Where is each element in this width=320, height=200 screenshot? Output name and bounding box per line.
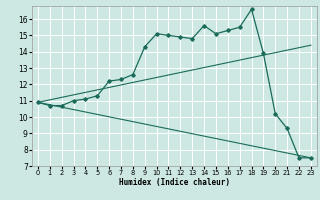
X-axis label: Humidex (Indice chaleur): Humidex (Indice chaleur) — [119, 178, 230, 187]
